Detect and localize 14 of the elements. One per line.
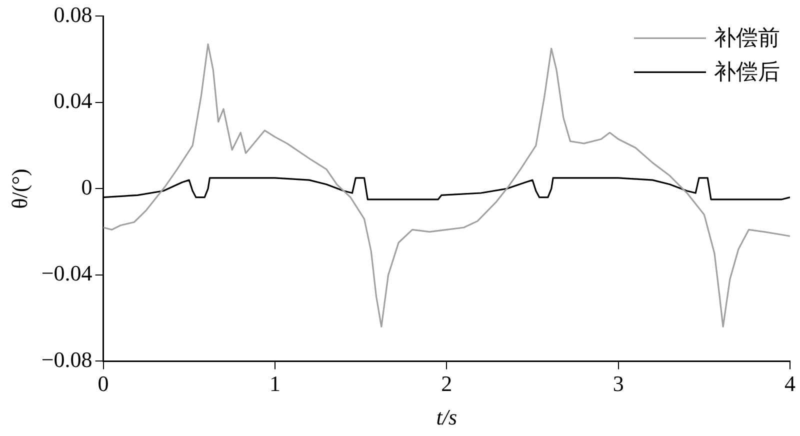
x-axis-title: t/s: [436, 404, 458, 430]
x-tick-label: 2: [441, 371, 452, 396]
x-tick-label: 1: [269, 371, 280, 396]
x-tick-label: 3: [612, 371, 624, 396]
x-tick-label: 0: [98, 371, 109, 396]
legend-label: 补偿前: [714, 24, 780, 50]
y-tick-label: 0: [81, 174, 92, 200]
y-tick-label: −0.04: [41, 260, 92, 286]
y-tick-label: 0.08: [54, 2, 92, 27]
y-tick-label: 0.04: [54, 88, 92, 114]
y-axis-title: θ/(°): [6, 168, 32, 209]
x-tick-label: 4: [784, 371, 796, 396]
legend-label: 补偿后: [714, 58, 780, 84]
y-tick-label: −0.08: [41, 346, 92, 372]
